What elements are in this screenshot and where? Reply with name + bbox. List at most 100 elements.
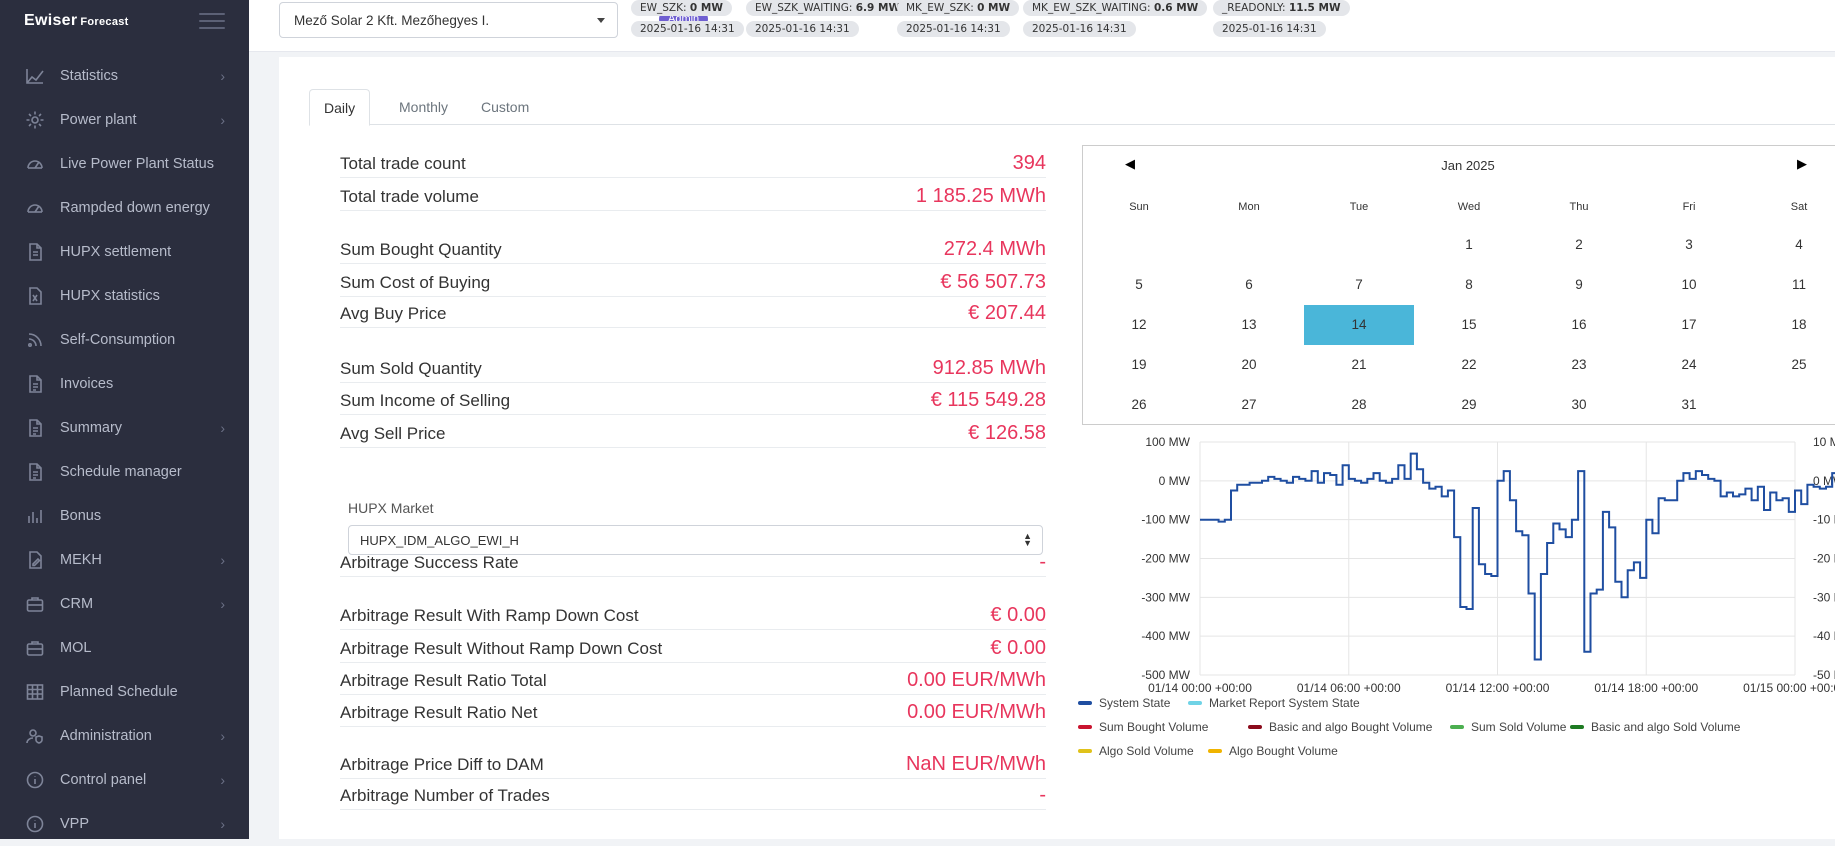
sidebar-item-hupx-statistics[interactable]: HUPX statistics	[0, 274, 249, 318]
chevron-right-icon: ›	[220, 816, 225, 832]
stat-label: Arbitrage Result Without Ramp Down Cost	[340, 639, 663, 658]
top-bar: Mező Solar 2 Kft. Mezőhegyes I. Admin EW…	[249, 0, 1835, 52]
sidebar-item-bonus[interactable]: Bonus	[0, 494, 249, 538]
next-month-button[interactable]: ▶	[1797, 156, 1807, 171]
sidebar-header: Ewiser Forecast	[0, 0, 249, 42]
chevron-right-icon: ›	[220, 112, 225, 128]
app-logo[interactable]: Ewiser Forecast	[24, 12, 129, 30]
stat-label: Arbitrage Price Diff to DAM	[340, 755, 544, 774]
sidebar-item-administration[interactable]: Administration ›	[0, 714, 249, 758]
legend-item[interactable]: Market Report System State	[1188, 696, 1360, 710]
sidebar: Ewiser Forecast Statistics › Power plant › Li…	[0, 0, 249, 839]
sidebar-item-rampded-down-energy[interactable]: Rampded down energy	[0, 186, 249, 230]
legend-item[interactable]: Sum Sold Volume	[1450, 720, 1566, 734]
calendar-day[interactable]: 27	[1241, 397, 1257, 412]
calendar-day[interactable]: 10	[1681, 277, 1697, 292]
menu-toggle-icon[interactable]	[199, 13, 225, 29]
calendar-day[interactable]: 28	[1351, 397, 1367, 412]
tab-custom[interactable]: Custom	[481, 99, 530, 115]
chevron-right-icon: ›	[220, 68, 225, 84]
file-text-icon	[24, 373, 46, 395]
calendar-weekday: Fri	[1682, 201, 1696, 213]
calendar-day[interactable]: 30	[1571, 397, 1587, 412]
calendar-day-selected[interactable]: 14	[1304, 305, 1414, 345]
legend-label: Basic and algo Sold Volume	[1591, 720, 1741, 734]
legend-item[interactable]: Basic and algo Bought Volume	[1248, 720, 1432, 734]
calendar-day[interactable]: 12	[1131, 317, 1147, 332]
calendar-day[interactable]: 3	[1685, 237, 1693, 252]
stat-row: Sum Bought Quantity 272.4 MWh	[340, 236, 1046, 264]
status-pill-time: 2025-01-16 14:31	[897, 21, 1010, 37]
calendar-day[interactable]: 17	[1681, 317, 1697, 332]
legend-item[interactable]: Basic and algo Sold Volume	[1570, 720, 1740, 734]
market-select[interactable]: HUPX_IDM_ALGO_EWI_H ▲ ▼	[348, 525, 1043, 555]
calendar-day[interactable]: 9	[1575, 277, 1583, 292]
sidebar-item-self-consumption[interactable]: Self-Consumption	[0, 318, 249, 362]
calendar-day[interactable]: 13	[1241, 317, 1257, 332]
calendar-day[interactable]: 1	[1465, 237, 1473, 252]
calendar-day[interactable]: 8	[1465, 277, 1473, 292]
calendar-day[interactable]: 2	[1575, 237, 1583, 252]
calendar-day[interactable]: 29	[1461, 397, 1477, 412]
stat-value: 912.85 MWh	[932, 357, 1046, 379]
calendar-day[interactable]: 24	[1681, 357, 1697, 372]
plant-select-value: Mező Solar 2 Kft. Mezőhegyes I.	[294, 13, 490, 28]
prev-month-button[interactable]: ◀	[1125, 156, 1135, 171]
calendar-day[interactable]: 20	[1241, 357, 1257, 372]
sidebar-item-schedule-manager[interactable]: Schedule manager	[0, 450, 249, 494]
legend-item[interactable]: System State	[1078, 696, 1170, 710]
legend-swatch	[1248, 725, 1262, 729]
sidebar-item-hupx-settlement[interactable]: HUPX settlement	[0, 230, 249, 274]
sidebar-item-control-panel[interactable]: Control panel ›	[0, 758, 249, 802]
status-pill-time: 2025-01-16 14:31	[1023, 21, 1136, 37]
chevron-right-icon: ›	[220, 772, 225, 788]
sidebar-item-planned-schedule[interactable]: Planned Schedule	[0, 670, 249, 714]
y-left-tick-label: 0 MW	[1159, 474, 1191, 488]
sidebar-item-mekh[interactable]: MEKH ›	[0, 538, 249, 582]
sidebar-item-crm[interactable]: CRM ›	[0, 582, 249, 626]
sidebar-item-vpp[interactable]: VPP ›	[0, 802, 249, 846]
market-select-value: HUPX_IDM_ALGO_EWI_H	[360, 533, 519, 548]
stat-value: € 56 507.73	[940, 271, 1046, 293]
calendar-day[interactable]: 26	[1131, 397, 1147, 412]
sidebar-item-summary[interactable]: Summary ›	[0, 406, 249, 450]
legend-item[interactable]: Algo Sold Volume	[1078, 744, 1194, 758]
sidebar-item-label: Bonus	[60, 508, 102, 524]
chart-svg: 100 MW 10 MW 0 MW 0 MW -100 MW -10 MW -200 MW -…	[1141, 435, 1835, 695]
calendar-day[interactable]: 5	[1135, 277, 1143, 292]
sidebar-item-label: Administration	[60, 728, 152, 744]
legend-item[interactable]: Algo Bought Volume	[1208, 744, 1338, 758]
calendar-day[interactable]: 23	[1571, 357, 1587, 372]
legend-swatch	[1078, 725, 1092, 729]
stat-row: Sum Cost of Buying € 56 507.73	[340, 269, 1046, 297]
grid-icon	[24, 681, 46, 703]
sidebar-item-power-plant[interactable]: Power plant ›	[0, 98, 249, 142]
calendar-day[interactable]: 19	[1131, 357, 1147, 372]
sidebar-item-mol[interactable]: MOL	[0, 626, 249, 670]
calendar-day[interactable]: 21	[1351, 357, 1367, 372]
calendar-day[interactable]: 16	[1571, 317, 1587, 332]
sidebar-item-live-power-plant-status[interactable]: Live Power Plant Status	[0, 142, 249, 186]
calendar-day[interactable]: 11	[1791, 277, 1806, 292]
stat-row: Avg Sell Price € 126.58	[340, 420, 1046, 448]
tab-monthly[interactable]: Monthly	[399, 99, 449, 115]
calendar-day[interactable]: 4	[1795, 237, 1803, 252]
x-tick-label: 01/14 00:00 +00:00	[1148, 681, 1252, 695]
chart-line-icon	[24, 65, 46, 87]
sidebar-item-statistics[interactable]: Statistics ›	[0, 54, 249, 98]
calendar-day[interactable]: 31	[1681, 397, 1697, 412]
stat-value: 0.00 EUR/MWh	[907, 669, 1046, 691]
calendar-day[interactable]: 18	[1791, 317, 1807, 332]
tab-daily[interactable]: Daily	[309, 89, 371, 126]
calendar-day[interactable]: 25	[1791, 357, 1807, 372]
legend-item[interactable]: Sum Bought Volume	[1078, 720, 1208, 734]
plant-select[interactable]: Mező Solar 2 Kft. Mezőhegyes I.	[279, 2, 618, 38]
calendar-day[interactable]: 22	[1461, 357, 1477, 372]
y-left-tick-label: -100 MW	[1141, 513, 1190, 527]
calendar-day[interactable]: 7	[1355, 277, 1363, 292]
y-right-tick-label: -30 MW	[1813, 590, 1835, 604]
sidebar-item-invoices[interactable]: Invoices	[0, 362, 249, 406]
calendar-day[interactable]: 15	[1461, 317, 1477, 332]
calendar-day[interactable]: 6	[1245, 277, 1253, 292]
stat-row: Arbitrage Price Diff to DAM NaN EUR/MWh	[340, 751, 1046, 779]
